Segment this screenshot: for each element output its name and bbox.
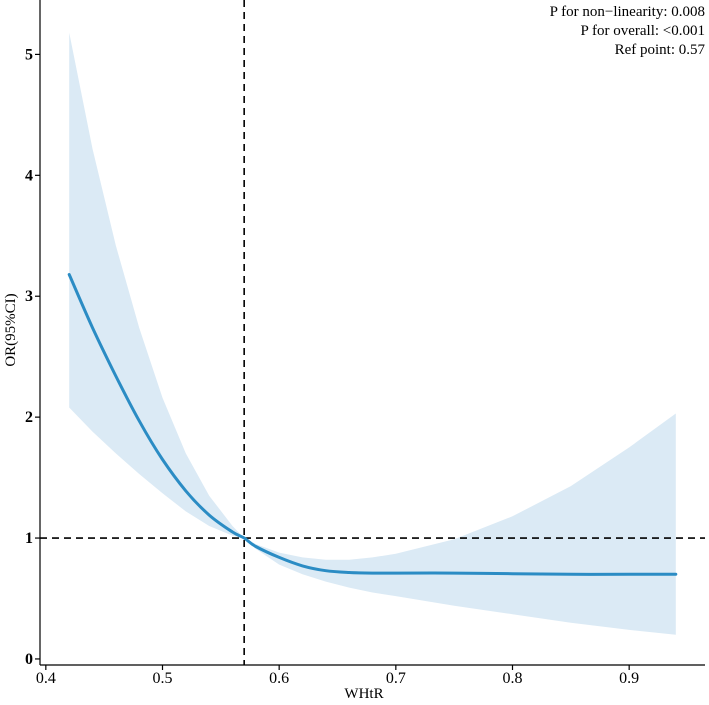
annotation-nonlinearity: P for non−linearity: 0.008 xyxy=(550,4,705,20)
x-tick-label: 0.9 xyxy=(619,670,639,687)
axes: 0.4 0.5 0.6 0.7 0.8 0.9 0 1 2 3 4 5 xyxy=(25,0,705,687)
annotations: P for non−linearity: 0.008 P for overall… xyxy=(550,4,706,58)
y-tick-label: 3 xyxy=(25,288,33,305)
y-tick-label: 4 xyxy=(25,167,33,184)
x-axis-label: WHtR xyxy=(344,686,383,702)
annotation-ref-point: Ref point: 0.57 xyxy=(615,42,706,58)
x-tick-label: 0.4 xyxy=(36,670,56,687)
y-axis-label: OR(95%CI) xyxy=(3,293,19,366)
x-tick-label: 0.7 xyxy=(386,670,406,687)
x-tick-label: 0.6 xyxy=(269,670,289,687)
y-tick-label: 0 xyxy=(25,651,33,668)
x-tick-label: 0.5 xyxy=(153,670,173,687)
y-tick-label: 1 xyxy=(25,530,33,547)
y-tick-label: 2 xyxy=(25,409,33,426)
plot-area xyxy=(40,0,705,665)
or-curve xyxy=(67,273,678,576)
annotation-overall: P for overall: <0.001 xyxy=(580,23,705,39)
x-tick-label: 0.8 xyxy=(503,670,523,687)
y-tick-label: 5 xyxy=(25,46,33,63)
